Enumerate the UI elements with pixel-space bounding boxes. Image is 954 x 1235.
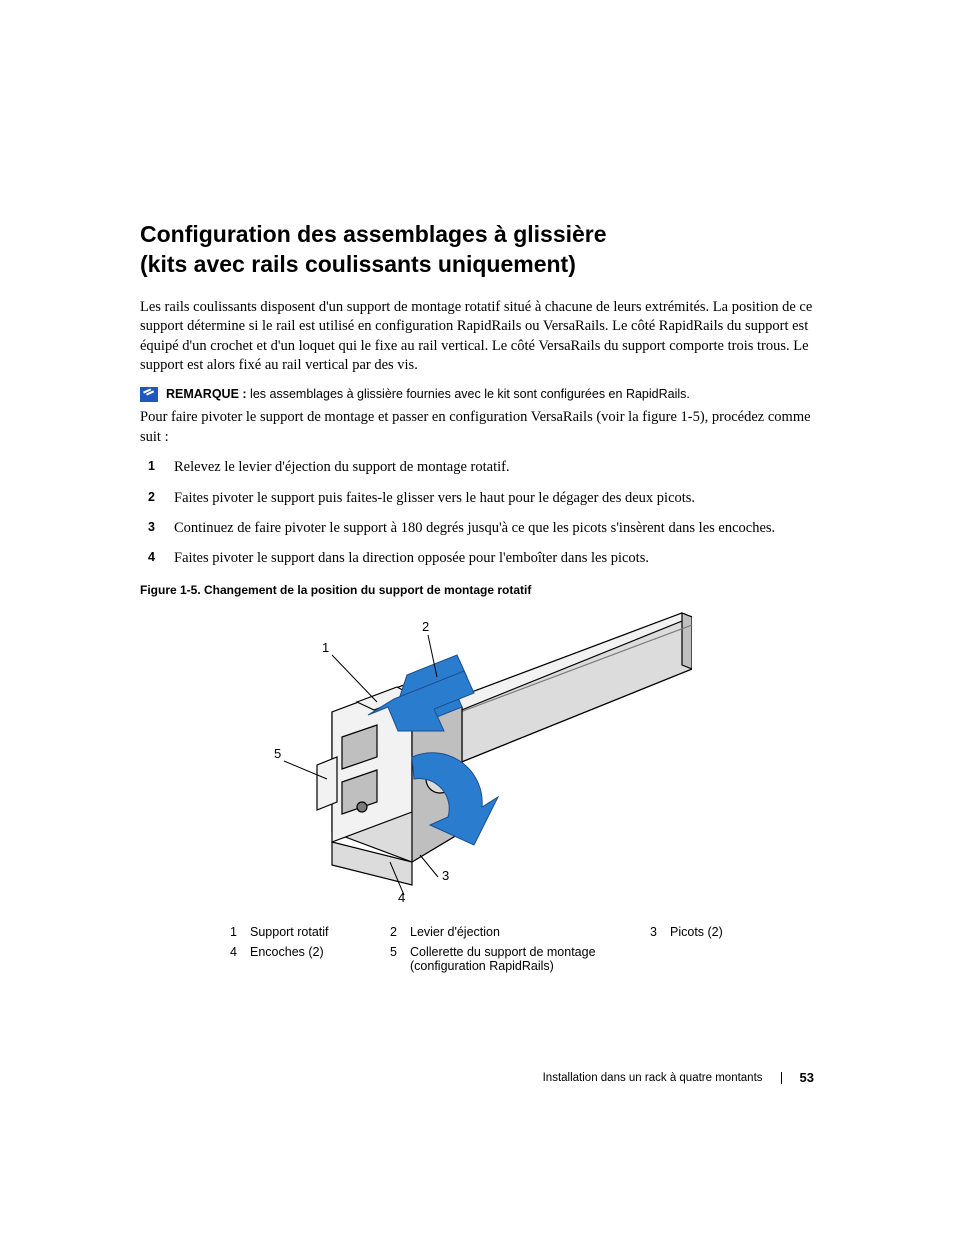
callout-3: 3	[442, 868, 449, 883]
heading-line-2: (kits avec rails coulissants uniquement)	[140, 251, 576, 277]
step-item: Continuez de faire pivoter le support à …	[140, 518, 814, 538]
legend-text	[670, 945, 790, 973]
legend-text: Picots (2)	[670, 925, 790, 939]
legend-num: 3	[650, 925, 670, 939]
legend-row: 1 Support rotatif 2 Levier d'éjection 3 …	[230, 925, 814, 939]
figure-caption: Figure 1-5. Changement de la position du…	[140, 583, 814, 597]
section-heading: Configuration des assemblages à glissièr…	[140, 220, 814, 280]
figure-illustration: 1 2 3 4 5	[262, 607, 692, 907]
step-item: Relevez le levier d'éjection du support …	[140, 457, 814, 477]
figure-legend: 1 Support rotatif 2 Levier d'éjection 3 …	[230, 925, 814, 973]
callout-1: 1	[322, 640, 329, 655]
legend-text: Encoches (2)	[250, 945, 390, 973]
callout-5: 5	[274, 746, 281, 761]
note-text: REMARQUE : les assemblages à glissière f…	[166, 386, 690, 402]
footer-separator	[781, 1072, 782, 1084]
note-block: REMARQUE : les assemblages à glissière f…	[140, 386, 814, 402]
step-item: Faites pivoter le support puis faites-le…	[140, 488, 814, 508]
legend-text: Collerette du support de montage (config…	[410, 945, 650, 973]
intro-paragraph: Les rails coulissants disposent d'un sup…	[140, 298, 814, 376]
legend-num: 5	[390, 945, 410, 973]
steps-list: Relevez le levier d'éjection du support …	[140, 457, 814, 568]
document-page: Configuration des assemblages à glissièr…	[0, 0, 954, 1235]
step-item: Faites pivoter le support dans la direct…	[140, 548, 814, 568]
page-footer: Installation dans un rack à quatre monta…	[543, 1070, 814, 1085]
callout-4: 4	[398, 890, 405, 905]
legend-num: 4	[230, 945, 250, 973]
note-body: les assemblages à glissière fournies ave…	[250, 387, 690, 401]
page-number: 53	[800, 1070, 814, 1085]
note-icon	[140, 387, 158, 402]
footer-text: Installation dans un rack à quatre monta…	[543, 1072, 763, 1084]
callout-2: 2	[422, 619, 429, 634]
after-note-paragraph: Pour faire pivoter le support de montage…	[140, 408, 814, 447]
legend-row: 4 Encoches (2) 5 Collerette du support d…	[230, 945, 814, 973]
legend-text: Levier d'éjection	[410, 925, 650, 939]
legend-num: 1	[230, 925, 250, 939]
note-label: REMARQUE :	[166, 387, 247, 401]
legend-text: Support rotatif	[250, 925, 390, 939]
heading-line-1: Configuration des assemblages à glissièr…	[140, 221, 607, 247]
legend-num	[650, 945, 670, 973]
legend-num: 2	[390, 925, 410, 939]
